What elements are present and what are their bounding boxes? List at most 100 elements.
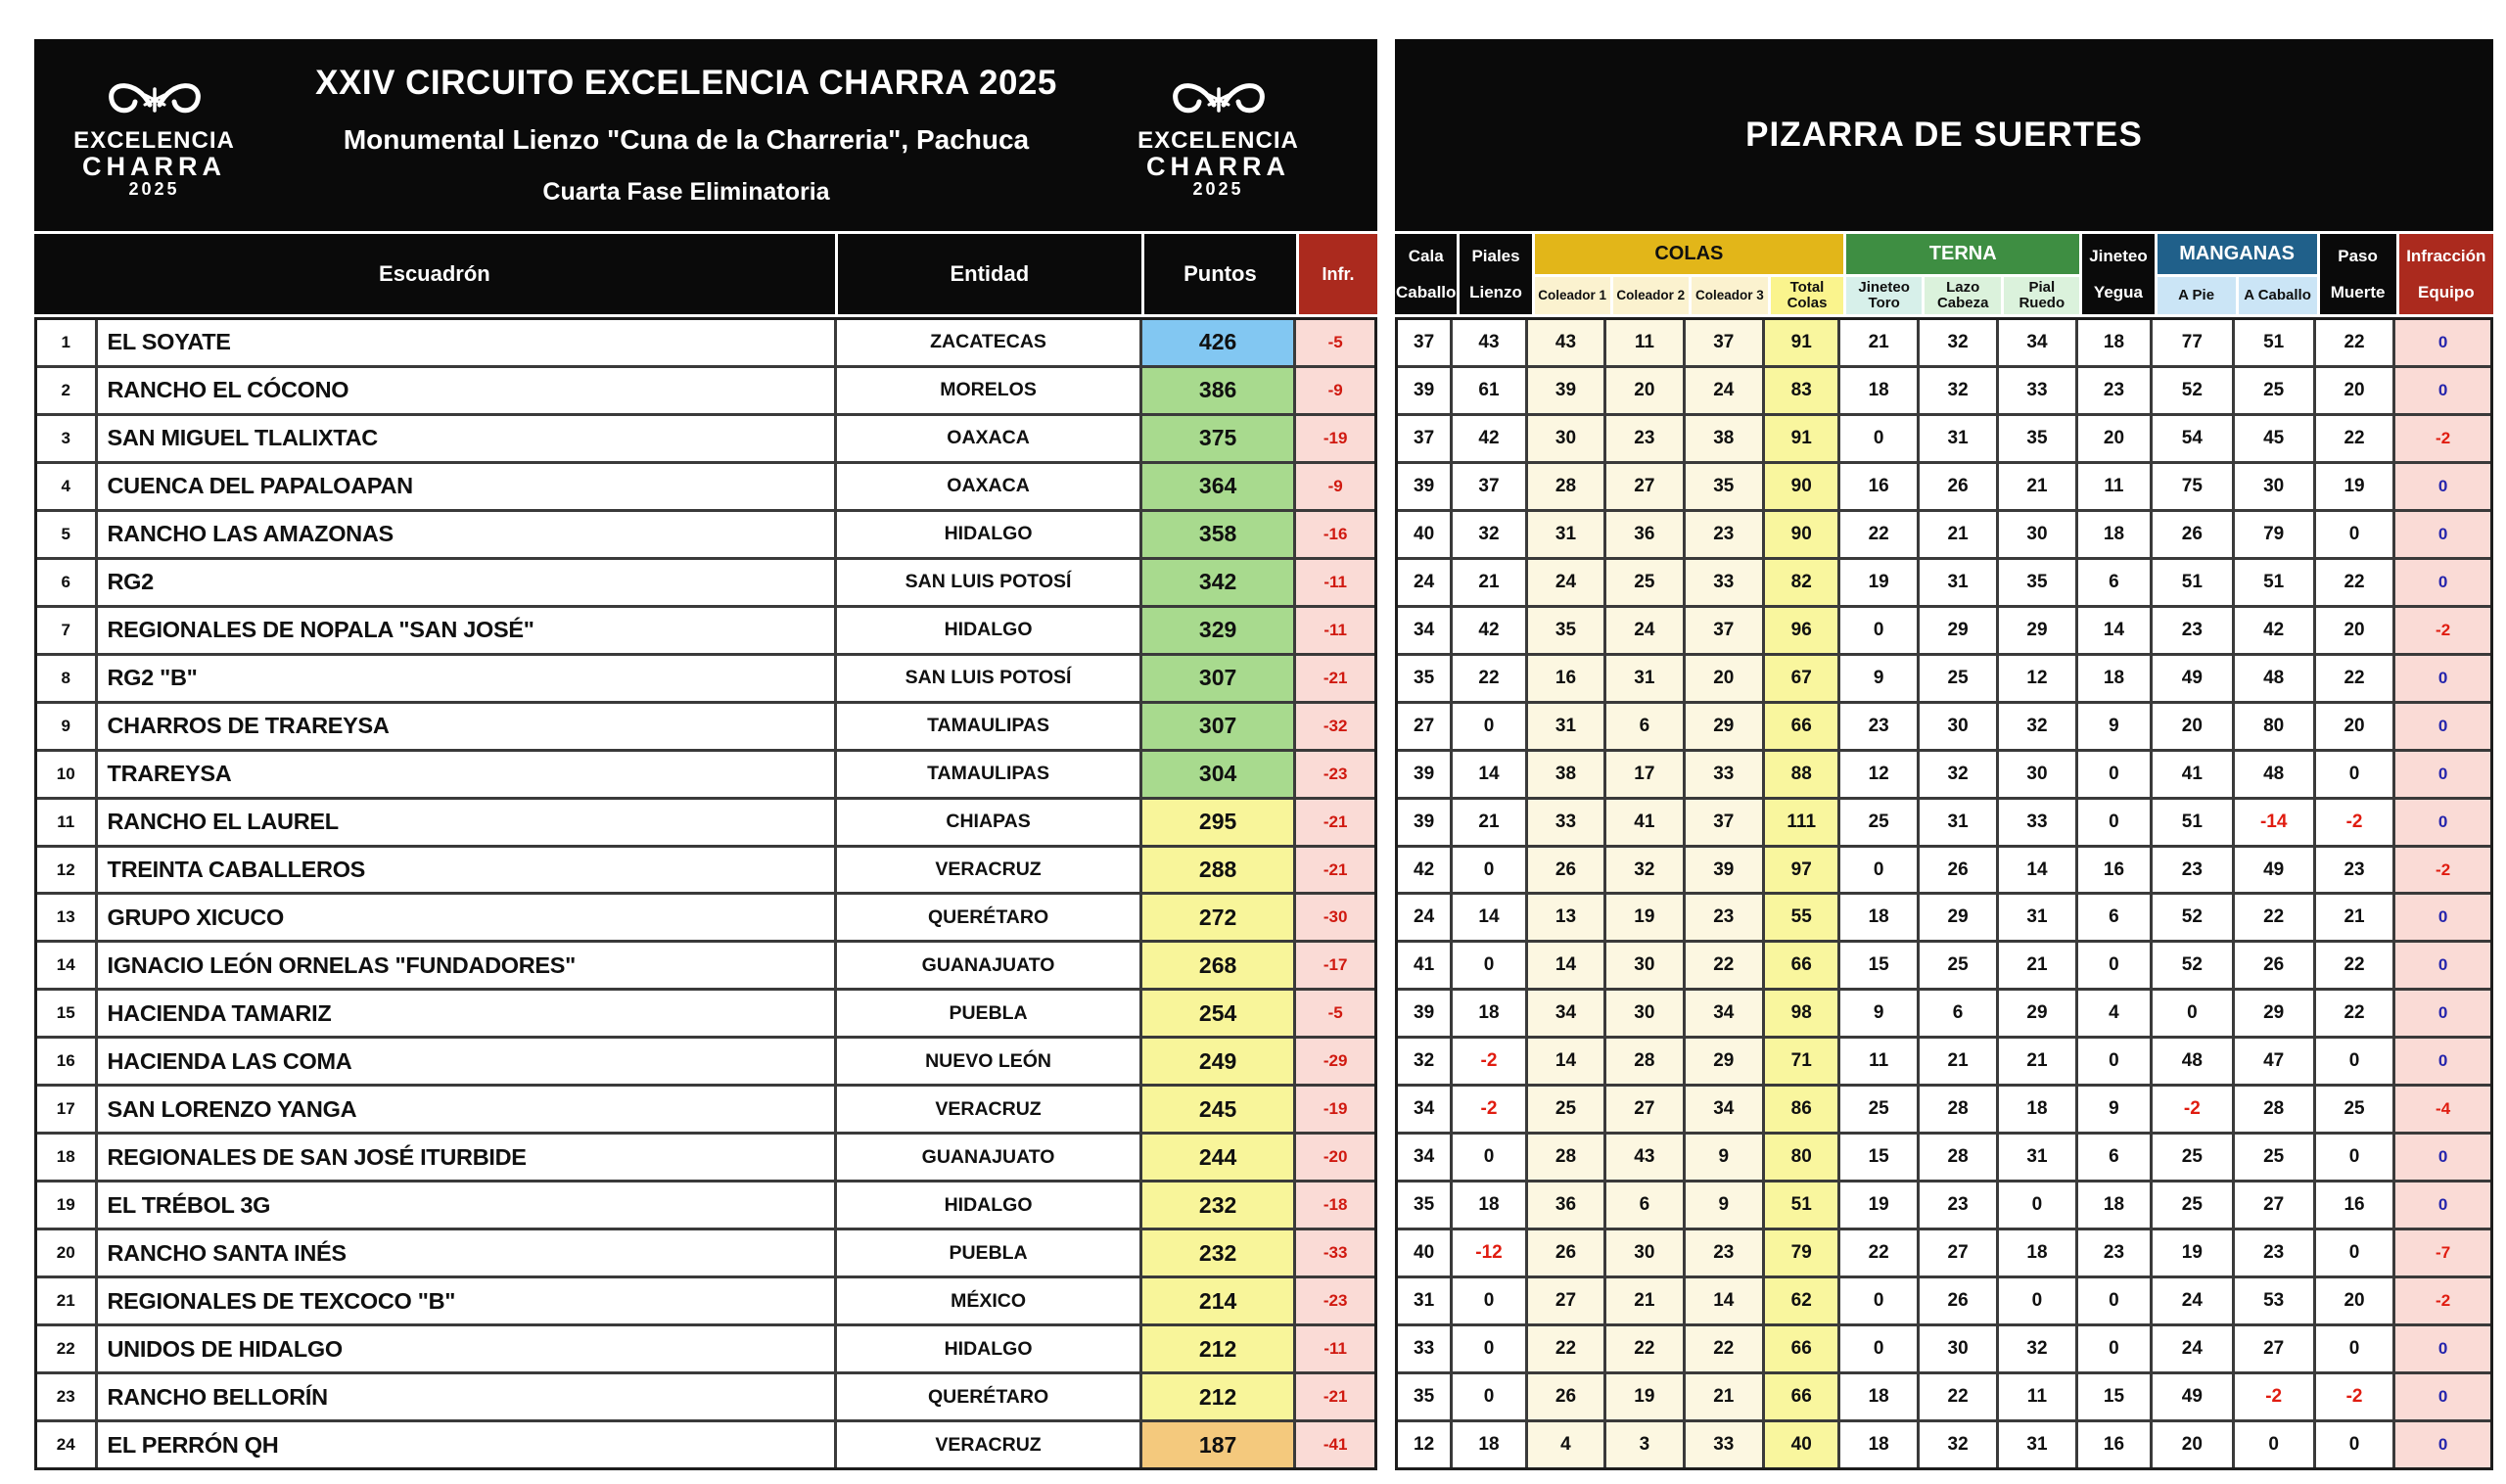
suerte-cell-total-colas: 96 (1764, 607, 1838, 653)
suerte-cell-lazo-cabeza: 32 (1919, 1422, 1997, 1467)
suerte-cell-total-colas: 51 (1764, 1183, 1838, 1229)
rank-cell: 13 (37, 895, 95, 941)
suerte-cell-manganas-a-pie: 52 (2153, 367, 2232, 413)
suerte-cell-coleador-1: 33 (1527, 799, 1604, 845)
rank-cell: 22 (37, 1326, 95, 1372)
suerte-cell-jineteo-toro: 15 (1840, 1135, 1917, 1181)
suerte-cell-coleador-3: 33 (1685, 751, 1762, 797)
suerte-cell-jineteo-toro: 9 (1840, 655, 1917, 701)
suerte-cell-lazo-cabeza: 21 (1919, 511, 1997, 557)
suerte-cell-coleador-3: 21 (1685, 1374, 1762, 1420)
infr-cell: -21 (1296, 799, 1374, 845)
suerte-cell-cala-caballo: 24 (1398, 895, 1451, 941)
suertes-table-body: 37 43 43 11 37 91 21 32 34 18 77 51 22 0 39 61 39 20 24 83 1… (1395, 317, 2493, 1470)
puntos-cell: 244 (1141, 1135, 1294, 1181)
entidad-cell: HIDALGO (837, 1183, 1139, 1229)
column-header-entidad: Entidad (837, 234, 1141, 314)
suerte-cell-coleador-3: 24 (1685, 367, 1762, 413)
suerte-cell-coleador-2: 22 (1606, 1326, 1683, 1372)
puntos-cell: 358 (1141, 511, 1294, 557)
column-header-jineteo-toro: Jineteo Toro (1846, 277, 1923, 314)
standings-row: 10 TRAREYSA TAMAULIPAS 304 -23 (37, 751, 1374, 797)
puntos-cell: 272 (1141, 895, 1294, 941)
suerte-cell-manganas-a-pie: 54 (2153, 415, 2232, 461)
rank-cell: 9 (37, 703, 95, 749)
suerte-cell-pial-ruedo: 30 (1999, 751, 2075, 797)
suerte-cell-manganas-a-caballo: 27 (2234, 1183, 2313, 1229)
suerte-cell-coleador-2: 32 (1606, 847, 1683, 893)
suerte-cell-cala-caballo: 42 (1398, 847, 1451, 893)
suerte-cell-manganas-a-pie: 24 (2153, 1278, 2232, 1324)
suerte-cell-infraccion-equipo: -2 (2395, 847, 2490, 893)
escuadron-cell: RANCHO EL LAUREL (97, 799, 835, 845)
suerte-cell-cala-caballo: 40 (1398, 1230, 1451, 1276)
suerte-cell-infraccion-equipo: 0 (2395, 1374, 2490, 1420)
suerte-cell-total-colas: 90 (1764, 511, 1838, 557)
column-header-paso: Paso Muerte (2319, 234, 2396, 314)
rank-cell: 23 (37, 1374, 95, 1420)
suerte-cell-manganas-a-caballo: 79 (2234, 511, 2313, 557)
infr-cell: -16 (1296, 511, 1374, 557)
suerte-cell-jineteo-toro: 18 (1840, 1374, 1917, 1420)
suerte-cell-cala-caballo: 39 (1398, 367, 1451, 413)
standings-row: 23 RANCHO BELLORÍN QUERÉTARO 212 -21 (37, 1374, 1374, 1420)
suerte-cell-coleador-1: 24 (1527, 559, 1604, 605)
suerte-cell-coleador-1: 13 (1527, 895, 1604, 941)
column-header-coleador-3: Coleador 3 (1691, 277, 1768, 314)
suerte-cell-jineteo-yegua: 18 (2077, 320, 2151, 365)
suerte-cell-pial-ruedo: 33 (1999, 367, 2075, 413)
suerte-cell-manganas-a-caballo: 27 (2234, 1326, 2313, 1372)
suerte-cell-infraccion-equipo: -4 (2395, 1087, 2490, 1133)
suerte-cell-coleador-2: 17 (1606, 751, 1683, 797)
suerte-cell-cala-caballo: 32 (1398, 1039, 1451, 1085)
suerte-cell-pial-ruedo: 31 (1999, 895, 2075, 941)
suerte-cell-paso-muerte: 0 (2315, 1230, 2393, 1276)
suerte-cell-pial-ruedo: 0 (1999, 1183, 2075, 1229)
suerte-cell-manganas-a-caballo: 25 (2234, 367, 2313, 413)
suerte-cell-coleador-1: 31 (1527, 511, 1604, 557)
suerte-cell-coleador-3: 33 (1685, 559, 1762, 605)
suerte-cell-infraccion-equipo: 0 (2395, 895, 2490, 941)
puntos-cell: 232 (1141, 1183, 1294, 1229)
column-header-lazo-cabeza: Lazo Cabeza (1925, 277, 2002, 314)
entidad-cell: VERACRUZ (837, 1422, 1139, 1467)
column-header-a-caballo: A Caballo (2238, 277, 2317, 314)
suerte-cell-jineteo-yegua: 16 (2077, 847, 2151, 893)
suerte-cell-manganas-a-caballo: 47 (2234, 1039, 2313, 1085)
suertes-row: 32 -2 14 28 29 71 11 21 21 0 48 47 0 0 (1398, 1039, 2490, 1085)
suerte-cell-infraccion-equipo: 0 (2395, 799, 2490, 845)
escuadron-cell: EL TRÉBOL 3G (97, 1183, 835, 1229)
suerte-cell-infraccion-equipo: 0 (2395, 463, 2490, 509)
infr-cell: -33 (1296, 1230, 1374, 1276)
suerte-cell-paso-muerte: 20 (2315, 607, 2393, 653)
suerte-cell-infraccion-equipo: 0 (2395, 991, 2490, 1037)
escuadron-cell: UNIDOS DE HIDALGO (97, 1326, 835, 1372)
entidad-cell: SAN LUIS POTOSÍ (837, 559, 1139, 605)
suerte-cell-jineteo-toro: 0 (1840, 1326, 1917, 1372)
pizarra-title-block: PIZARRA DE SUERTES (1395, 39, 2493, 231)
suerte-cell-pial-ruedo: 29 (1999, 991, 2075, 1037)
suerte-cell-coleador-2: 25 (1606, 559, 1683, 605)
infr-cell: -5 (1296, 320, 1374, 365)
suerte-cell-lazo-cabeza: 31 (1919, 799, 1997, 845)
suerte-cell-coleador-2: 24 (1606, 607, 1683, 653)
suertes-row: 35 22 16 31 20 67 9 25 12 18 49 48 22 0 (1398, 655, 2490, 701)
logo-ornament-icon (1172, 82, 1265, 114)
suerte-cell-coleador-2: 6 (1606, 1183, 1683, 1229)
column-header-puntos: Puntos (1143, 234, 1296, 314)
infr-cell: -21 (1296, 1374, 1374, 1420)
column-header-bottom-label: Yegua (2093, 282, 2144, 301)
standings-row: 4 CUENCA DEL PAPALOAPAN OAXACA 364 -9 (37, 463, 1374, 509)
suerte-cell-coleador-2: 36 (1606, 511, 1683, 557)
entidad-cell: HIDALGO (837, 511, 1139, 557)
suerte-cell-cala-caballo: 24 (1398, 559, 1451, 605)
suerte-cell-jineteo-toro: 19 (1840, 559, 1917, 605)
suerte-cell-total-colas: 91 (1764, 320, 1838, 365)
suerte-cell-jineteo-yegua: 18 (2077, 655, 2151, 701)
suerte-cell-lazo-cabeza: 25 (1919, 655, 1997, 701)
suerte-cell-coleador-3: 37 (1685, 799, 1762, 845)
suerte-cell-coleador-1: 39 (1527, 367, 1604, 413)
suerte-cell-coleador-2: 20 (1606, 367, 1683, 413)
column-header-bottom-label: Lienzo (1469, 282, 1522, 301)
rank-cell: 17 (37, 1087, 95, 1133)
